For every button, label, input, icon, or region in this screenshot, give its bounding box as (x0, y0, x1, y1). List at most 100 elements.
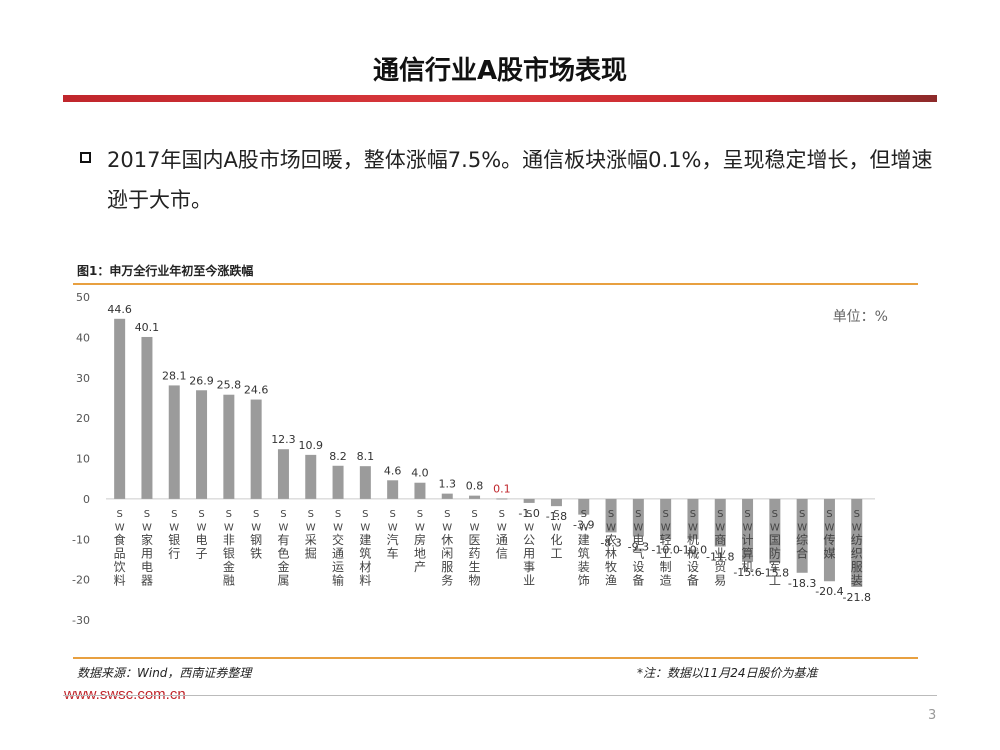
data-label: 10.9 (299, 439, 324, 452)
category-label: S W 纺织服装 (851, 509, 863, 588)
data-label: -20.4 (815, 585, 843, 598)
bar (387, 480, 399, 499)
category-label: S W 有色金属 (277, 509, 289, 588)
y-tick-label: 50 (76, 291, 90, 304)
category-label: S W 建筑装饰 (578, 509, 590, 588)
y-tick-label: 0 (83, 493, 90, 506)
data-label: 8.2 (329, 450, 347, 463)
y-tick-label: -10 (72, 533, 90, 546)
data-label: -1.0 (518, 507, 539, 520)
bar (742, 498, 754, 562)
bar (196, 390, 208, 499)
bar (114, 318, 126, 499)
data-label: -9.3 (628, 540, 649, 553)
bar (141, 336, 153, 499)
data-label: 24.6 (244, 384, 269, 397)
category-label: S W 非银金融 (223, 509, 235, 588)
data-label: 40.1 (135, 321, 160, 334)
footer-divider (63, 695, 937, 696)
data-label: -18.3 (788, 577, 816, 590)
bar (277, 449, 289, 499)
data-label: -15.8 (761, 567, 789, 580)
data-label: -10.0 (679, 543, 707, 556)
bar (359, 466, 371, 499)
data-label: -11.8 (706, 551, 734, 564)
bar (796, 498, 808, 573)
category-label: S W 采掘 (305, 509, 317, 561)
category-label: S W 汽车 (387, 509, 399, 561)
category-label: S W 家用电器 (141, 509, 153, 588)
y-tick-label: 10 (76, 453, 90, 466)
bar (605, 498, 617, 533)
chart-top-rule (73, 283, 918, 285)
category-label: S W 农林牧渔 (605, 509, 617, 588)
bullet-square-icon (80, 152, 91, 163)
y-tick-label: 30 (76, 372, 90, 385)
data-label: -21.8 (843, 591, 871, 604)
y-tick-label: -30 (72, 614, 90, 627)
data-label: 4.6 (384, 464, 402, 477)
bar (414, 482, 426, 499)
category-label: S W 银行 (168, 509, 180, 561)
category-label: S W 化工 (550, 509, 562, 561)
bullet-text: 2017年国内A股市场回暖，整体涨幅7.5%。通信板块涨幅0.1%，呈现稳定增长… (107, 148, 933, 212)
y-tick-label: 40 (76, 331, 90, 344)
category-label: S W 传媒 (823, 509, 835, 561)
website-link[interactable]: www.swsc.com.cn (64, 686, 186, 703)
data-label: 28.1 (162, 369, 187, 382)
bar (168, 385, 180, 499)
data-label: 0.1 (493, 482, 511, 495)
category-label: S W 房地产 (414, 509, 426, 574)
category-label: S W 医药生物 (469, 509, 481, 588)
data-label: -8.3 (600, 536, 621, 549)
category-label: S W 计算机 (742, 509, 754, 574)
bar (441, 493, 453, 499)
category-label: S W 休闲服务 (441, 509, 453, 588)
y-tick-label: -20 (72, 574, 90, 587)
bar (523, 498, 535, 503)
data-label: 4.0 (411, 467, 429, 480)
bar (769, 498, 781, 563)
data-source-note: 数据来源：Wind，西南证券整理 (77, 666, 252, 680)
slide-title: 通信行业A股市场表现 (372, 56, 628, 86)
page-number: 3 (928, 708, 937, 723)
category-label: S W 电子 (196, 509, 208, 561)
bar (223, 394, 235, 499)
data-label: 8.1 (357, 450, 375, 463)
category-label: S W 电气设备 (632, 509, 644, 588)
category-label: S W 国防军工 (769, 509, 781, 588)
data-label: 26.9 (189, 374, 214, 387)
bar (305, 454, 317, 499)
chart-bottom-rule (73, 657, 918, 659)
y-tick-label: 20 (76, 412, 90, 425)
bar (469, 495, 481, 499)
data-label: 0.8 (466, 480, 484, 493)
category-label: S W 商业贸易 (714, 509, 726, 588)
category-label: S W 交通运输 (332, 509, 344, 588)
bar (332, 465, 344, 499)
bar (660, 498, 672, 540)
category-label: S W 公用事业 (523, 509, 535, 588)
unit-label: 单位：% (833, 309, 888, 325)
bar (578, 498, 590, 515)
bar (823, 498, 835, 582)
bar (632, 498, 644, 537)
category-label: S W 轻工制造 (660, 509, 672, 588)
category-label: S W 食品饮料 (114, 509, 126, 588)
data-label: 44.6 (107, 303, 132, 316)
bar (851, 498, 863, 587)
bar (687, 498, 699, 540)
bar (250, 399, 262, 499)
data-label: -1.8 (546, 510, 567, 523)
category-label: S W 通信 (496, 509, 508, 561)
category-label: S W 综合 (796, 509, 808, 561)
category-label: S W 建筑材料 (359, 509, 371, 588)
data-label: 25.8 (217, 379, 242, 392)
data-label: 12.3 (271, 433, 296, 446)
data-label: -15.6 (733, 566, 761, 579)
data-label: -10.0 (651, 543, 679, 556)
category-label: S W 钢铁 (250, 509, 262, 561)
title-underline-bar (63, 95, 937, 102)
data-label: -3.9 (573, 519, 594, 532)
